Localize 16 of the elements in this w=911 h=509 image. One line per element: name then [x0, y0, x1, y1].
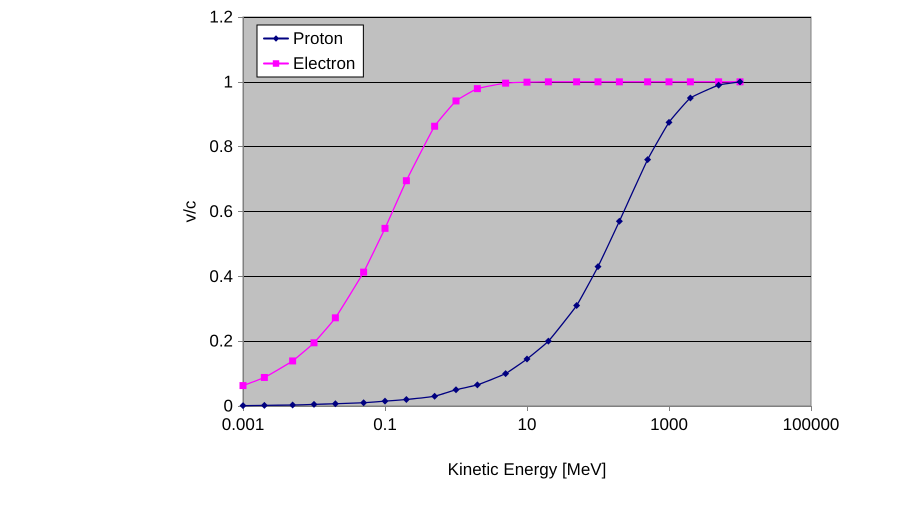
legend-label: Electron [293, 54, 356, 73]
y-tick-label: 1 [224, 72, 233, 92]
y-axis-title: v/c [180, 200, 200, 222]
x-tick-label: 0.001 [222, 415, 264, 434]
y-tick-label: 1.2 [209, 8, 233, 26]
x-axis-title: Kinetic Energy [MeV] [448, 460, 606, 479]
x-tick-label: 10 [518, 415, 536, 434]
x-tick-label: 0.1 [373, 415, 397, 434]
x-tick-label: 100000 [782, 415, 840, 434]
legend-label: Proton [293, 29, 344, 48]
x-tick-label: 1000 [650, 415, 688, 434]
y-tick-label: 0.2 [209, 332, 233, 351]
y-tick-label: 0 [224, 396, 233, 416]
y-tick-label: 0.8 [209, 137, 233, 156]
y-tick-label: 0.6 [209, 202, 233, 221]
y-tick-label: 0.4 [209, 266, 233, 286]
